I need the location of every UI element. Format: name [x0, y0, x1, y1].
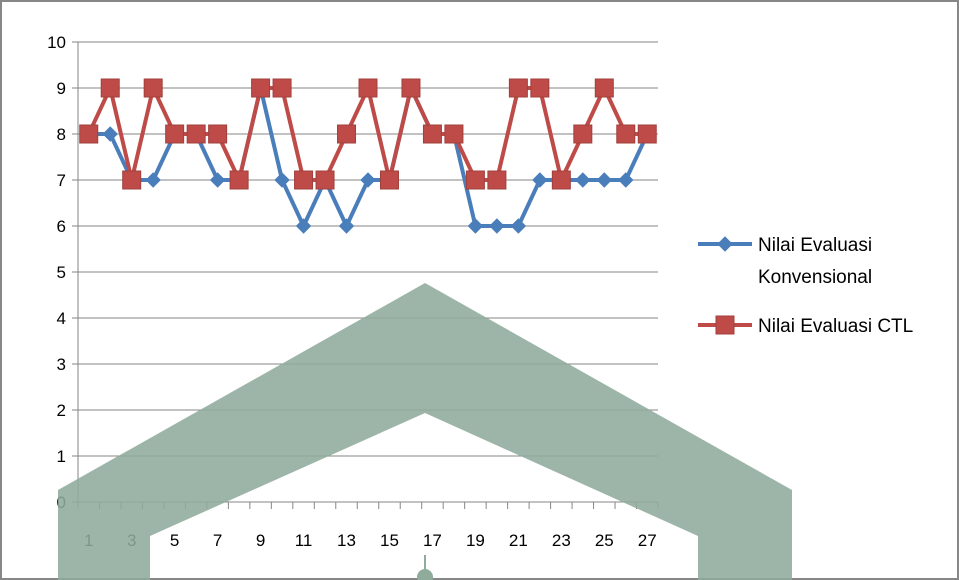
data-point-series-1: [145, 172, 161, 188]
y-tick-label: 6: [57, 217, 66, 236]
data-point-series-2: [143, 78, 163, 98]
y-tick-label: 2: [57, 401, 66, 420]
data-point-series-2: [487, 170, 507, 190]
data-point-series-1: [209, 172, 226, 188]
data-point-series-2: [616, 124, 636, 144]
data-point-series-2: [208, 124, 228, 144]
legend-marker-2: [715, 315, 735, 335]
watermark-dot: [417, 569, 433, 580]
data-point-series-2: [444, 124, 464, 144]
y-tick-label: 1: [57, 447, 66, 466]
x-tick-label: 5: [170, 531, 179, 550]
data-point-series-1: [338, 218, 355, 234]
data-point-series-2: [272, 78, 292, 98]
data-point-series-2: [100, 78, 120, 98]
data-point-series-2: [551, 170, 571, 190]
y-tick-label: 9: [57, 79, 66, 98]
y-tick-label: 8: [57, 125, 66, 144]
data-point-series-1: [575, 172, 591, 188]
data-point-series-2: [251, 78, 271, 98]
y-tick-label: 5: [57, 263, 66, 282]
data-point-series-2: [637, 124, 657, 144]
x-tick-label: 15: [380, 531, 399, 550]
data-point-series-2: [358, 78, 378, 98]
legend-marker-1: [717, 236, 733, 252]
data-point-series-2: [229, 170, 249, 190]
data-point-series-2: [186, 124, 206, 144]
legend: Nilai Evaluasi Konvensional Nilai Evaluasi…: [698, 235, 913, 337]
y-tick-label: 7: [57, 171, 66, 190]
x-tick-label: 13: [337, 531, 356, 550]
x-tick-label: 9: [256, 531, 265, 550]
data-point-series-2: [294, 170, 314, 190]
data-point-series-2: [401, 78, 421, 98]
data-point-series-2: [530, 78, 550, 98]
y-tick-label: 4: [57, 309, 66, 328]
data-point-series-1: [596, 172, 613, 188]
data-point-series-2: [573, 124, 593, 144]
data-point-series-2: [122, 170, 142, 190]
legend-label-1: Konvensional: [758, 267, 872, 288]
x-tick-label: 25: [595, 531, 614, 550]
watermark-logo: [58, 283, 792, 580]
data-point-series-1: [274, 172, 290, 188]
x-tick-label: 19: [466, 531, 485, 550]
x-tick-label: 27: [638, 531, 657, 550]
legend-label-2: Nilai Evaluasi CTL: [758, 316, 913, 337]
data-point-series-1: [532, 172, 548, 188]
legend-label-1: Nilai Evaluasi: [758, 235, 872, 256]
data-point-series-2: [315, 170, 335, 190]
data-point-series-1: [510, 218, 527, 234]
data-point-series-1: [102, 126, 118, 142]
series-markers: [79, 78, 657, 234]
data-point-series-1: [360, 172, 376, 188]
watermark-chevron-shape: [58, 283, 792, 580]
data-point-series-2: [508, 78, 528, 98]
x-tick-label: 17: [423, 531, 442, 550]
data-point-series-2: [337, 124, 357, 144]
data-point-series-2: [165, 124, 185, 144]
data-point-series-2: [465, 170, 485, 190]
data-point-series-1: [467, 218, 484, 234]
x-tick-label: 23: [552, 531, 571, 550]
data-point-series-2: [379, 170, 399, 190]
data-point-series-2: [422, 124, 442, 144]
data-point-series-1: [618, 172, 634, 188]
x-tick-label: 7: [213, 531, 222, 550]
y-tick-label: 10: [47, 33, 66, 52]
x-tick-label: 11: [295, 531, 313, 550]
y-tick-label: 3: [57, 355, 66, 374]
data-point-series-1: [489, 218, 505, 234]
data-point-series-2: [594, 78, 614, 98]
x-tick-label: 21: [509, 531, 528, 550]
data-point-series-1: [295, 218, 312, 234]
data-point-series-2: [79, 124, 99, 144]
